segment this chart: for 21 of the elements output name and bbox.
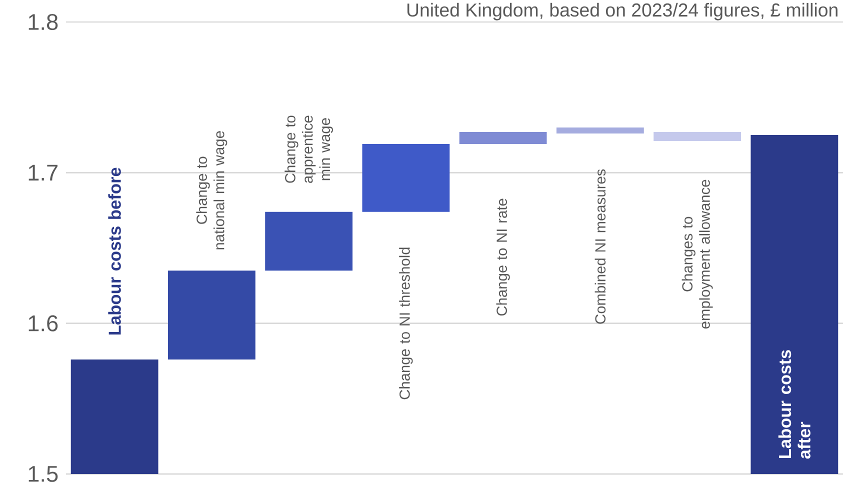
x-tick-label: Labour costs after (778, 350, 810, 459)
chart-subtitle: United Kingdom, based on 2023/24 figures, £ million (407, 2, 838, 20)
x-tick-label: Combined NI measures (594, 169, 606, 324)
bar (265, 212, 353, 271)
bar (750, 135, 838, 474)
x-tick-label: Change to NI rate (496, 198, 510, 316)
x-tick-label: Change to national min wage (196, 131, 228, 250)
bar (362, 144, 450, 212)
bar (556, 127, 644, 134)
y-tick-label: 1.7 (28, 164, 58, 180)
x-tick-label: Change to apprentice min wage (284, 116, 333, 183)
x-tick-label: Change to NI threshold (399, 248, 413, 400)
bar (168, 270, 256, 360)
bar (459, 132, 547, 144)
bar (654, 132, 742, 142)
y-tick-label: 1.5 (28, 466, 58, 482)
x-tick-label: Labour costs before (108, 168, 121, 334)
bar (70, 359, 158, 474)
y-tick-label: 1.6 (28, 315, 58, 332)
y-tick-label: 1.8 (28, 14, 58, 30)
x-tick-label: Changes to employment allowance (682, 180, 713, 329)
